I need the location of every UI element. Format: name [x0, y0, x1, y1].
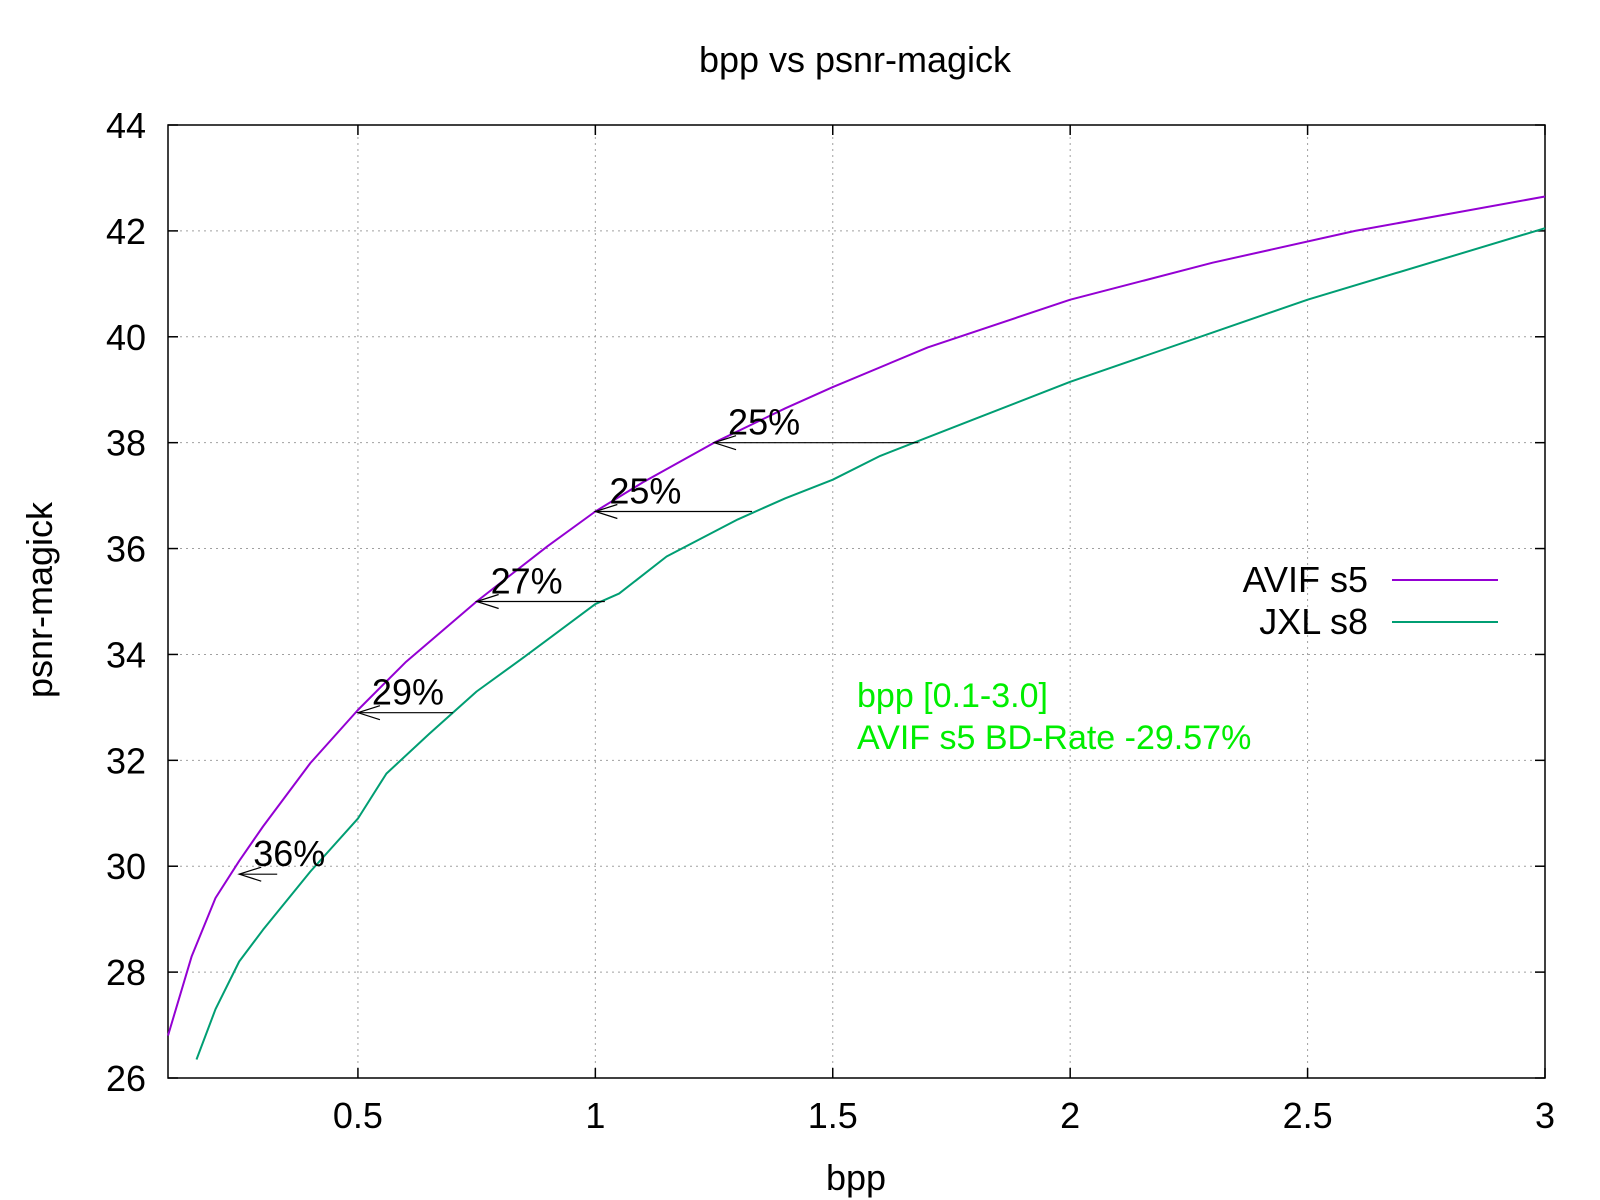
axis-ticks: 0.5 1 1.5 2 2.5 3 26 28 30 32 34 36 38 40 42 44 — [106, 105, 1555, 1136]
annotation-label: 25% — [609, 470, 681, 511]
x-tick-label: 1.5 — [808, 1095, 858, 1136]
bd-rate-note: AVIF s5 BD-Rate -29.57% — [857, 719, 1251, 757]
series-line-avif — [167, 195, 1546, 1036]
series-line-jxl — [195, 227, 1546, 1060]
y-axis-label: psnr-magick — [19, 501, 60, 698]
y-tick-label: 42 — [106, 211, 146, 252]
annotation-label: 27% — [491, 561, 563, 602]
x-tick-label: 3 — [1535, 1095, 1555, 1136]
annotation-arrowhead — [355, 705, 381, 721]
y-tick-label: 44 — [106, 105, 146, 146]
y-tick-label: 26 — [106, 1058, 146, 1099]
annotation-arrowhead — [474, 593, 499, 610]
annotations: 36% 29% 27% 25% 25% — [237, 402, 919, 882]
y-tick-label: 32 — [106, 740, 146, 781]
annotation-label: 36% — [253, 833, 325, 874]
annotation-arrowhead — [237, 866, 262, 882]
annotation-arrowhead — [593, 503, 618, 520]
legend: AVIF s5 JXL s8 — [1243, 559, 1498, 642]
plot-frame — [167, 124, 1546, 1079]
annotation-label: 25% — [728, 402, 800, 443]
x-tick-label: 0.5 — [333, 1095, 383, 1136]
y-tick-label: 38 — [106, 423, 146, 464]
bpp-range-note: bpp [0.1-3.0] — [857, 677, 1048, 715]
y-tick-label: 40 — [106, 317, 146, 358]
legend-label-avif: AVIF s5 — [1243, 559, 1368, 600]
y-tick-label: 36 — [106, 529, 146, 570]
legend-label-jxl: JXL s8 — [1259, 601, 1368, 642]
y-tick-label: 30 — [106, 846, 146, 887]
annotation-arrowhead — [712, 435, 737, 451]
x-tick-label: 1 — [585, 1095, 605, 1136]
grid — [168, 125, 1545, 1078]
series-layer — [167, 195, 1546, 1060]
x-tick-label: 2.5 — [1283, 1095, 1333, 1136]
annotation-label: 29% — [372, 672, 444, 713]
y-tick-label: 34 — [106, 634, 146, 675]
x-tick-label: 2 — [1060, 1095, 1080, 1136]
y-tick-label: 28 — [106, 952, 146, 993]
x-axis-label: bpp — [826, 1157, 886, 1198]
chart-title: bpp vs psnr-magick — [699, 39, 1012, 80]
